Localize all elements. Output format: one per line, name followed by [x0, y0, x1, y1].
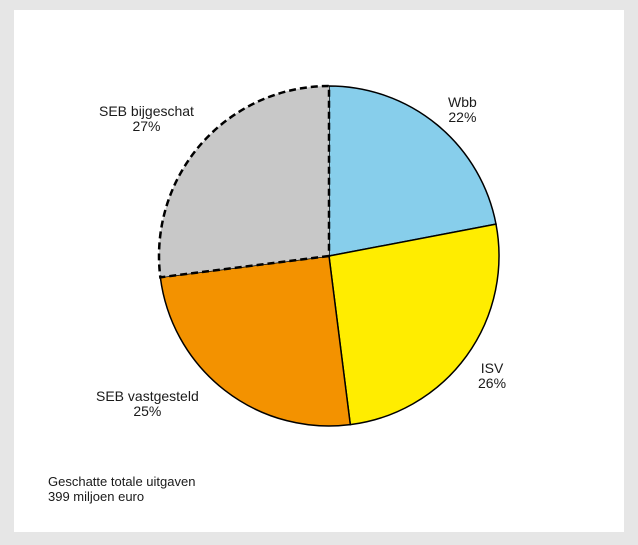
slice-name-isv: ISV: [480, 360, 504, 376]
slice-percent-seb-bijgeschat: 27%: [132, 118, 161, 134]
slice-label-isv: ISV 26%: [478, 361, 506, 391]
pie-slice-wbb: [328, 85, 497, 257]
pie-slice-isv: [328, 223, 500, 426]
slice-name-seb-bijgeschat: SEB bijgeschat: [99, 103, 194, 119]
slice-percent-seb-vastgesteld: 25%: [133, 403, 162, 419]
slice-percent-wbb: 22%: [448, 109, 477, 125]
total-spending-note: Geschatte totale uitgaven 399 miljoen eu…: [48, 474, 195, 504]
pie-slice-outline-seb-bijgeschat: [157, 84, 331, 279]
total-spending-caption: Geschatte totale uitgaven: [48, 474, 196, 489]
slice-label-wbb: Wbb 22%: [448, 95, 477, 125]
pie-slice-seb-vastgesteld: [159, 255, 352, 427]
slice-label-seb-bijgeschat: SEB bijgeschat 27%: [99, 104, 194, 134]
pie-slice-seb-bijgeschat: [159, 86, 329, 278]
slice-percent-isv: 26%: [478, 375, 507, 391]
slice-name-seb-vastgesteld: SEB vastgesteld: [96, 388, 199, 404]
total-spending-amount: 399 miljoen euro: [48, 489, 145, 504]
slice-label-seb-vastgesteld: SEB vastgesteld 25%: [96, 389, 199, 419]
slice-name-wbb: Wbb: [448, 94, 477, 110]
